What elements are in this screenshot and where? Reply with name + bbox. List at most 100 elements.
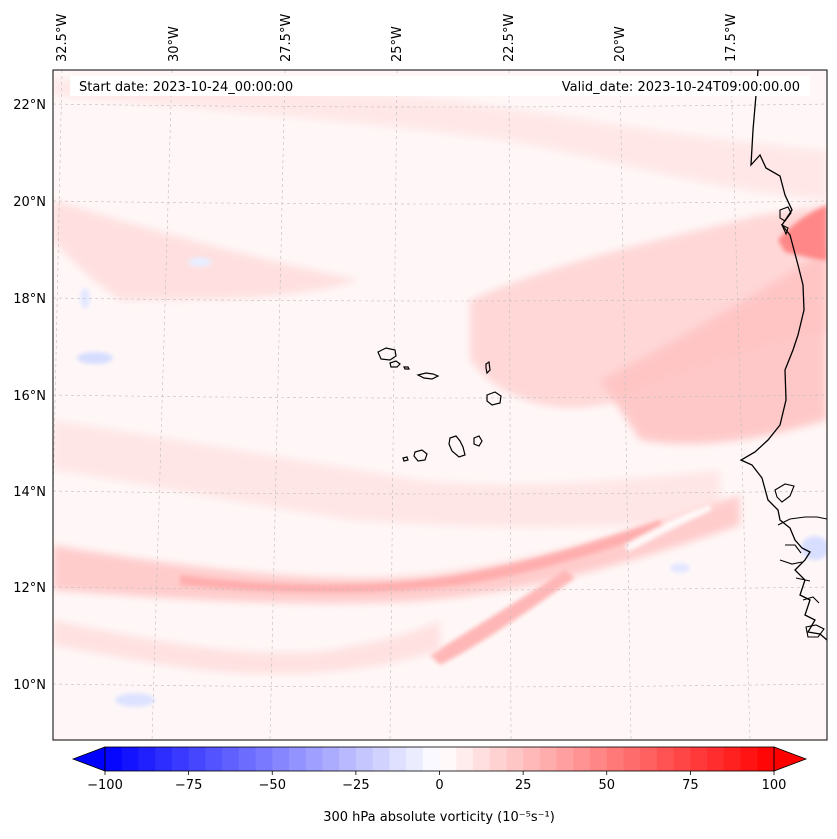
colorbar-cells	[105, 747, 775, 771]
island-sao-nicolau	[416, 372, 440, 380]
vorticity-diagonal-band	[430, 570, 575, 665]
vorticity-jet-highlight	[625, 505, 712, 552]
colorbar-cell	[656, 747, 675, 771]
colorbar-cell	[171, 747, 190, 771]
vorticity-field	[53, 80, 827, 707]
colorbar-label: 300 hPa absolute vorticity (10⁻⁵s⁻¹)	[323, 810, 555, 825]
colorbar-tick-label: 75	[682, 778, 699, 793]
vorticity-negative-patch	[670, 563, 690, 573]
island-fogo	[413, 449, 428, 462]
longitude-labels: 32.5°W 30°W 27.5°W 25°W 22.5°W 20°W 17.5…	[55, 14, 739, 62]
colorbar-cell	[673, 747, 691, 771]
island-maio	[473, 435, 483, 447]
colorbar-cell	[372, 747, 390, 771]
colorbar-cell	[272, 747, 290, 771]
map-panel	[53, 70, 827, 740]
colorbar-cell	[707, 747, 725, 771]
island-santiago	[448, 435, 466, 458]
vorticity-coastal-max	[778, 205, 827, 260]
map-frame	[52, 69, 828, 741]
colorbar-cell	[205, 747, 223, 771]
colorbar-cell	[523, 747, 541, 771]
colorbar-tick-label: −100	[87, 778, 123, 793]
island-santa-luzia	[403, 366, 410, 370]
colorbar-cell	[138, 747, 156, 771]
lon-label: 20°W	[613, 26, 628, 62]
info-strip	[70, 76, 810, 96]
vorticity-negative-patch	[188, 257, 212, 267]
island-brava	[402, 456, 409, 462]
lat-label: 10°N	[13, 678, 46, 693]
colorbar-cell	[105, 747, 123, 771]
latitude-labels: 22°N 20°N 18°N 16°N 14°N 12°N 10°N	[13, 98, 46, 693]
colorbar-extend-max	[773, 746, 808, 772]
colorbar-tick-label: 100	[762, 778, 787, 793]
vorticity-band-east	[470, 205, 827, 408]
colorbar-cell	[472, 747, 491, 771]
valid-date-label: Valid_date: 2023-10-24T09:00:00.00	[562, 80, 800, 95]
colorbar-ticks: −100 −75 −50 −25 0 25 50 75 100	[87, 771, 786, 793]
africa-coastline	[739, 70, 827, 641]
colorbar-cell	[222, 747, 240, 771]
cape-verde-islands	[377, 347, 502, 462]
colorbar-tick-label: −25	[342, 778, 369, 793]
vorticity-band-central	[53, 420, 720, 528]
lon-label: 27.5°W	[279, 14, 294, 62]
vorticity-negative-patch	[115, 693, 155, 707]
colorbar-cell	[422, 747, 441, 771]
colorbar-cell	[590, 747, 608, 771]
vorticity-band-coastal	[600, 250, 827, 444]
colorbar-cell	[255, 747, 273, 771]
colorbar-cell	[539, 747, 558, 771]
vorticity-southern-band	[53, 620, 440, 674]
lat-label: 12°N	[13, 581, 46, 596]
colorbar-cell	[121, 747, 140, 771]
colorbar: −100 −75 −50 −25 0 25 50 75 100 300 hPa absolute…	[71, 746, 808, 825]
lon-label: 17.5°W	[724, 14, 739, 62]
colorbar-cell	[188, 747, 206, 771]
colorbar-cell	[506, 747, 524, 771]
vorticity-negative-patch	[80, 288, 90, 308]
colorbar-cell	[238, 747, 257, 771]
colorbar-cell	[288, 747, 307, 771]
colorbar-cell	[573, 747, 591, 771]
vorticity-negative-patch	[77, 352, 113, 364]
colorbar-tick-label: 0	[435, 778, 443, 793]
colorbar-cell	[606, 747, 625, 771]
colorbar-cell	[406, 747, 424, 771]
vorticity-band-north	[53, 80, 827, 200]
colorbar-cell	[339, 747, 357, 771]
colorbar-cell	[690, 747, 708, 771]
island-sao-vicente	[389, 360, 401, 368]
colorbar-cell	[389, 747, 407, 771]
colorbar-cell	[456, 747, 474, 771]
colorbar-cell	[723, 747, 742, 771]
colorbar-extend-min	[71, 746, 106, 772]
lat-label: 18°N	[13, 292, 46, 307]
island-sal	[485, 360, 491, 375]
colorbar-cell	[757, 747, 775, 771]
vorticity-jet-core	[180, 520, 665, 593]
island-boa-vista	[486, 391, 502, 406]
colorbar-tick-label: −75	[175, 778, 202, 793]
map-gridlines	[53, 70, 827, 740]
colorbar-tick-label: −50	[259, 778, 286, 793]
lon-label: 25°W	[390, 26, 405, 62]
vorticity-band-northwest	[53, 200, 360, 300]
colorbar-cell	[623, 747, 641, 771]
colorbar-cell	[305, 747, 324, 771]
colorbar-cell	[155, 747, 173, 771]
colorbar-cell	[355, 747, 374, 771]
lat-label: 20°N	[13, 195, 46, 210]
lon-label: 22.5°W	[502, 14, 517, 62]
lat-label: 22°N	[13, 98, 46, 113]
start-date-label: Start date: 2023-10-24_00:00:00	[79, 80, 293, 95]
island-santo-antao	[377, 347, 397, 361]
colorbar-cell	[439, 747, 457, 771]
colorbar-tick-label: 50	[598, 778, 615, 793]
colorbar-cell	[556, 747, 574, 771]
colorbar-tick-label: 25	[515, 778, 532, 793]
colorbar-cell	[489, 747, 508, 771]
colorbar-cell	[322, 747, 340, 771]
